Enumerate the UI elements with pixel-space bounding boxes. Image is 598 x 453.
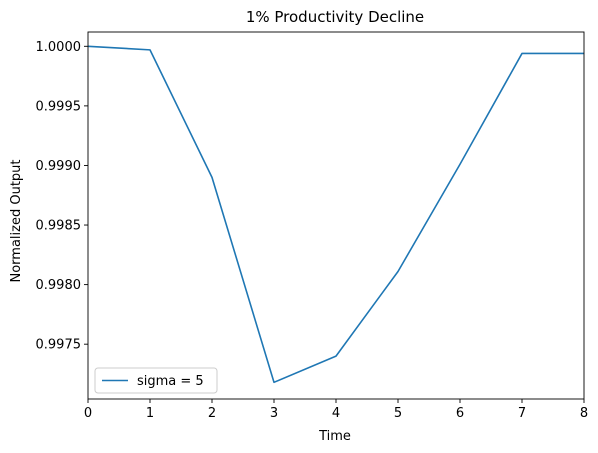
- x-tick-label: 0: [84, 406, 92, 421]
- x-axis-label: Time: [318, 429, 351, 444]
- series-line-0: [87, 45, 584, 384]
- y-tick-label: 0.9995: [36, 99, 82, 114]
- y-tick-label: 0.9990: [36, 159, 82, 174]
- y-tick-label: 0.9985: [36, 219, 82, 234]
- x-tick-label: 6: [456, 406, 464, 421]
- x-tick-label: 5: [394, 406, 402, 421]
- y-axis-ticks: 0.9975 0.9980 0.9985 0.9990 0.9995 1.0000: [36, 40, 88, 353]
- x-tick-label: 7: [518, 406, 526, 421]
- x-tick-label: 4: [332, 406, 340, 421]
- legend-box: [94, 367, 218, 394]
- y-tick-label: 0.9980: [36, 278, 82, 293]
- plot-area: [87, 31, 585, 400]
- legend-label: sigma = 5: [137, 374, 204, 389]
- x-tick-label: 1: [146, 406, 154, 421]
- x-axis-ticks: 0 1 2 3 4 5 6 7 8: [84, 399, 588, 421]
- x-tick-label: 8: [580, 406, 588, 421]
- x-tick-label: 3: [270, 406, 278, 421]
- y-tick-label: 1.0000: [36, 40, 82, 55]
- x-tick-label: 2: [208, 406, 216, 421]
- plot-frame: [87, 31, 585, 400]
- chart-title: 1% Productivity Decline: [246, 8, 424, 26]
- y-tick-label: 0.9975: [36, 338, 82, 353]
- y-axis-label: Normalized Output: [9, 159, 24, 282]
- legend: sigma = 5: [94, 367, 218, 394]
